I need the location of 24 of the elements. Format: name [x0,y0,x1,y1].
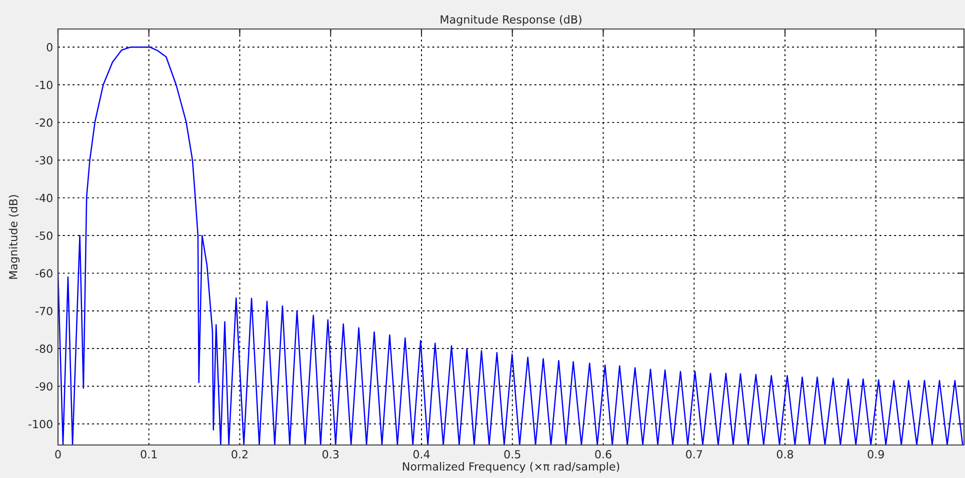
y-tick-label: -20 [36,118,52,127]
y-tick-label: -50 [36,231,52,240]
x-axis-title: Normalized Frequency (×π rad/sample) [402,462,620,473]
x-tick-label: 0.9 [868,450,884,458]
y-tick-label: -60 [36,269,52,278]
y-axis-title: Magnitude (dB) [8,195,20,279]
x-tick-label: 0.7 [686,450,702,458]
y-tick-label: -10 [36,80,52,90]
chart-title: Magnitude Response (dB) [440,15,582,26]
x-tick-label: 0.3 [322,450,339,458]
y-tick-label: -100 [28,420,52,428]
y-tick-label: -30 [36,156,52,165]
x-tick-label: 0.4 [413,450,430,458]
x-tick-label: 0.1 [140,450,157,458]
x-tick-label: 0.8 [776,450,794,458]
y-tick-label: -90 [36,382,52,391]
y-tick-label: -80 [36,344,52,353]
y-tick-label: -70 [36,306,52,316]
y-tick-label: 0 [46,43,52,52]
x-tick-label: 0.6 [595,450,612,458]
x-tick-label: 0 [55,450,61,458]
x-tick-label: 0.2 [232,450,248,458]
y-tick-label: -40 [36,194,52,202]
x-tick-label: 0.5 [504,450,520,458]
